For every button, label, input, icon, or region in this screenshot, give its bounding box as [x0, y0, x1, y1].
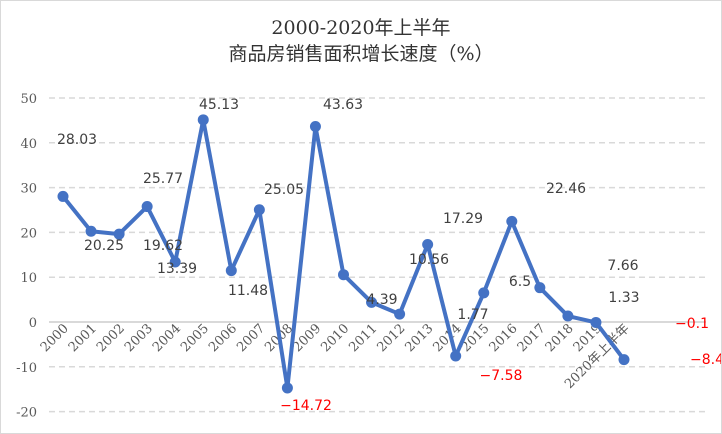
x-tick-label: 2011 — [346, 321, 380, 355]
y-tick-label: 0 — [29, 316, 37, 331]
y-tick-label: 20 — [20, 226, 37, 241]
data-point — [169, 256, 181, 268]
data-point — [281, 382, 293, 394]
data-label: 4.39 — [366, 292, 397, 308]
data-point — [141, 201, 153, 213]
data-label: 11.48 — [228, 283, 268, 299]
data-label: 22.46 — [546, 181, 586, 197]
data-label: 7.66 — [607, 258, 638, 274]
data-point — [422, 239, 434, 251]
x-tick-label: 2016 — [487, 321, 521, 355]
data-point — [450, 350, 462, 362]
data-label: −14.72 — [280, 398, 332, 414]
y-tick-label: 50 — [20, 92, 37, 107]
data-point — [57, 190, 69, 202]
data-label: 17.29 — [443, 211, 483, 227]
x-tick-label: 2000 — [38, 321, 72, 355]
data-point — [197, 114, 209, 126]
x-tick-label: 2013 — [402, 321, 436, 355]
x-tick-label: 2003 — [122, 321, 156, 355]
x-tick-label: 2002 — [94, 321, 128, 355]
data-point — [506, 215, 518, 227]
data-label: −0.1 — [675, 316, 709, 332]
chart-title: 2000-2020年上半年 商品房销售面积增长速度（%） — [1, 15, 721, 67]
data-label: 19.62 — [143, 238, 183, 254]
x-tick-label: 2010 — [318, 321, 352, 355]
data-label: −7.58 — [480, 368, 523, 384]
data-point — [85, 225, 97, 237]
title-line-2: 商品房销售面积增长速度（%） — [228, 43, 494, 65]
x-tick-label: 2005 — [178, 321, 212, 355]
data-point — [394, 308, 406, 320]
data-point — [366, 296, 378, 308]
data-label: −8.4 — [690, 352, 721, 368]
x-tick-label: 2006 — [206, 321, 240, 355]
x-tick-label: 2012 — [374, 321, 408, 355]
data-point — [590, 316, 602, 328]
data-point — [618, 354, 630, 366]
y-tick-label: 30 — [20, 182, 37, 197]
data-label: 1.77 — [457, 307, 488, 323]
data-label: 45.13 — [199, 97, 239, 113]
data-label: 20.25 — [84, 238, 124, 254]
x-tick-label: 2018 — [543, 321, 577, 355]
y-tick-label: -10 — [16, 361, 37, 376]
data-point — [225, 265, 237, 277]
data-label: 6.5 — [509, 274, 531, 290]
y-tick-label: 10 — [20, 271, 37, 286]
data-label: 43.63 — [323, 97, 363, 113]
title-line-1: 2000-2020年上半年 — [271, 17, 451, 39]
x-tick-label: 2001 — [66, 321, 100, 355]
data-point — [338, 269, 349, 281]
data-point — [534, 282, 546, 294]
data-label: 25.05 — [264, 182, 304, 198]
data-label: 25.77 — [143, 171, 183, 187]
data-point — [562, 310, 574, 322]
y-tick-label: -20 — [16, 406, 37, 421]
x-tick-label: 2007 — [234, 321, 268, 355]
data-label: 13.39 — [157, 261, 197, 277]
data-point — [253, 204, 265, 216]
data-label: 28.03 — [57, 132, 97, 148]
data-label: 1.33 — [608, 290, 639, 306]
x-tick-label: 2004 — [150, 321, 184, 355]
y-tick-label: 40 — [20, 137, 37, 152]
x-tick-label: 2017 — [515, 321, 549, 355]
data-point — [113, 228, 125, 240]
data-label: 10.56 — [409, 252, 449, 268]
data-point — [478, 287, 490, 299]
data-point — [309, 121, 321, 133]
